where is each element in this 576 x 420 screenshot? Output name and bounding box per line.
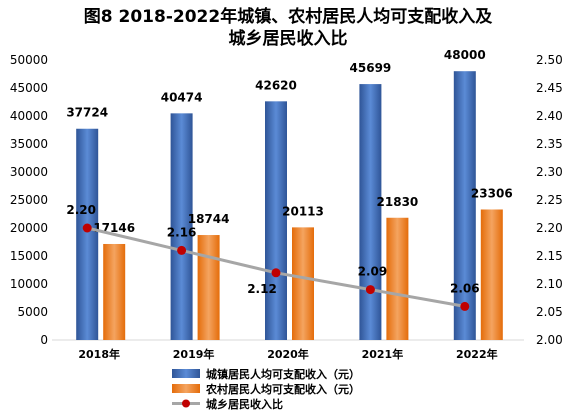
legend-swatch-urban [172,369,200,378]
x-axis-tick-label: 2022年 [456,347,498,361]
urban-income-label: 48000 [444,48,486,62]
ratio-label: 2.12 [247,282,277,296]
rural-income-label: 20113 [282,204,324,218]
ratio-label: 2.16 [167,225,197,239]
left-axis-tick-label: 45000 [10,81,48,95]
right-axis-tick-label: 2.05 [536,305,563,319]
urban-income-label: 37724 [66,106,108,120]
x-axis-tick-label: 2018年 [78,347,120,361]
right-axis-tick-label: 2.20 [536,221,563,235]
rural-income-bar [197,235,220,340]
left-axis-tick-label: 15000 [10,249,48,263]
right-axis-tick-label: 2.15 [536,249,563,263]
left-axis-tick-label: 40000 [10,109,48,123]
ratio-point [177,245,187,255]
legend-label: 农村居民人均可支配收入（元） [205,382,360,396]
ratio-point [365,285,375,295]
left-axis-tick-label: 25000 [10,193,48,207]
right-axis-tick-label: 2.50 [536,53,563,67]
chart-title-line2: 城乡居民收入比 [229,28,348,49]
left-axis-tick-label: 10000 [10,277,48,291]
rural-income-bar [103,243,126,340]
ratio-label: 2.06 [450,281,480,295]
ratio-label: 2.09 [358,265,388,279]
rural-income-label: 18744 [188,212,230,226]
urban-income-label: 40474 [161,90,203,104]
rural-income-bar [386,217,409,340]
urban-income-bar [76,128,99,340]
left-axis-tick-label: 35000 [10,137,48,151]
x-axis-tick-label: 2019年 [173,347,215,361]
right-axis-tick-label: 2.45 [536,81,563,95]
urban-income-bar [453,71,476,340]
right-axis-tick-label: 2.40 [536,109,563,123]
x-axis-tick-label: 2021年 [362,347,404,361]
left-axis-tick-label: 20000 [10,221,48,235]
rural-income-label: 23306 [471,186,513,200]
x-axis-tick-label: 2020年 [267,347,309,361]
legend-label: 城乡居民收入比 [206,397,283,411]
ratio-point [460,301,470,311]
legend: 城镇居民人均可支配收入（元）农村居民人均可支配收入（元）城乡居民收入比 [172,367,360,411]
rural-income-bar [480,209,503,340]
rural-income-bar [292,227,314,340]
left-axis-tick-label: 50000 [10,53,48,67]
urban-income-bar [359,84,382,340]
legend-swatch-ratio-marker [182,399,190,408]
chart-title-line1: 图8 2018-2022年城镇、农村居民人均可支配收入及 [84,6,493,27]
ratio-label: 2.20 [66,203,96,217]
right-axis-tick-label: 2.10 [536,277,563,291]
right-axis-tick-label: 2.00 [536,333,563,347]
rural-income-label: 21830 [377,195,419,209]
urban-income-label: 45699 [350,61,392,75]
urban-income-bar [265,101,287,340]
left-axis-tick-label: 5000 [17,305,48,319]
ratio-point [82,223,92,233]
legend-label: 城镇居民人均可支配收入（元） [206,367,360,381]
right-axis-tick-label: 2.35 [536,137,563,151]
left-axis-tick-label: 30000 [10,165,48,179]
plot-area: 0 5000 10000 15000 20000 25000 30000 35000 40000… [10,48,563,361]
right-axis-tick-label: 2.30 [536,165,563,179]
legend-swatch-rural [172,384,200,393]
right-axis-tick-label: 2.25 [536,193,563,207]
urban-income-bar [170,113,193,340]
left-axis-tick-label: 0 [40,333,48,347]
ratio-point [271,268,281,278]
urban-income-label: 42620 [255,78,297,92]
